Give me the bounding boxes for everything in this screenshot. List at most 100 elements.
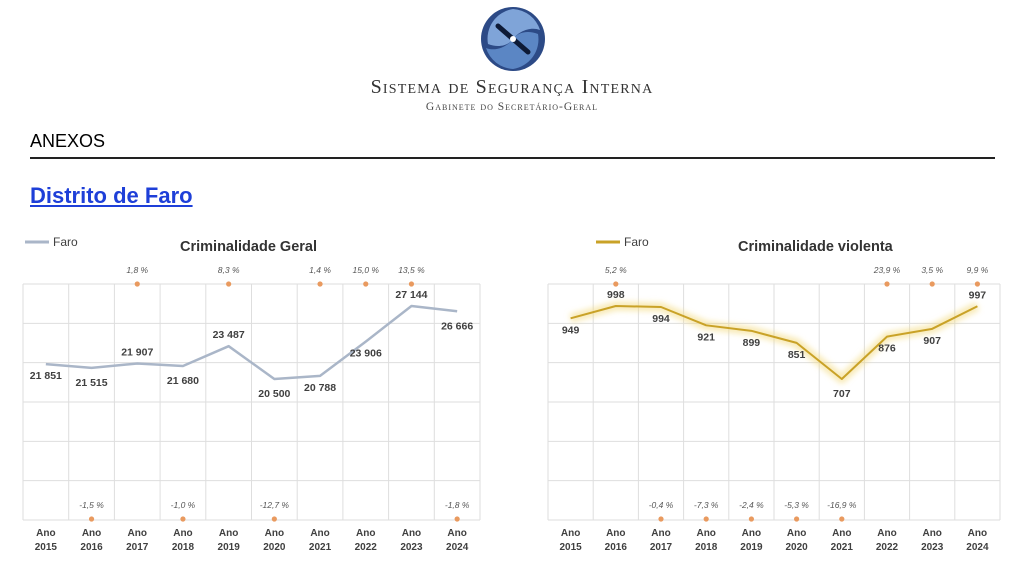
- data-label: 23 906: [350, 348, 382, 360]
- section-label: ANEXOS: [30, 131, 106, 151]
- variation-label: -0,4 %: [649, 500, 674, 510]
- x-tick-label-bottom: 2018: [695, 542, 718, 553]
- data-label: 998: [607, 289, 625, 301]
- variation-label: 8,3 %: [218, 265, 240, 275]
- data-label: 994: [652, 313, 670, 325]
- data-label: 997: [969, 289, 987, 301]
- x-tick-label-bottom: 2021: [831, 542, 854, 553]
- chart-criminalidade-violenta: Faro Criminalidade violenta 949 Ano 2015 998 5…: [547, 235, 1001, 553]
- data-label: 907: [923, 335, 941, 347]
- legend-label: Faro: [53, 235, 78, 249]
- x-tick-label-bottom: 2016: [80, 542, 103, 553]
- variation-label: -5,3 %: [784, 500, 809, 510]
- variation-label: -2,4 %: [739, 500, 764, 510]
- x-tick-label-bottom: 2020: [785, 542, 808, 553]
- variation-marker: [703, 516, 709, 522]
- variation-marker: [134, 281, 140, 287]
- data-label: 20 500: [258, 388, 290, 400]
- variation-label: 13,5 %: [398, 265, 425, 275]
- org-title: Sistema de Segurança Interna: [370, 76, 654, 98]
- x-tick-label-bottom: 2023: [400, 542, 423, 553]
- x-tick-label-bottom: 2018: [172, 542, 195, 553]
- x-tick-label-top: Ano: [356, 528, 375, 539]
- ssi-logo: [481, 7, 545, 71]
- data-label: 949: [562, 324, 580, 336]
- x-tick-label-bottom: 2024: [966, 542, 989, 553]
- data-label: 21 907: [121, 347, 153, 359]
- x-tick-label-top: Ano: [173, 528, 192, 539]
- x-tick-label-bottom: 2022: [876, 542, 899, 553]
- org-subtitle: Gabinete do Secretário-Geral: [425, 101, 599, 113]
- variation-label: 9,9 %: [967, 265, 989, 275]
- chart-criminalidade-geral: Faro Criminalidade Geral 21 851 Ano 2015 21 5…: [22, 235, 481, 553]
- data-label: 851: [788, 349, 806, 361]
- x-tick-label-top: Ano: [36, 528, 55, 539]
- variation-label: -1,0 %: [171, 500, 196, 510]
- legend-label: Faro: [624, 235, 649, 249]
- x-tick-label-top: Ano: [787, 528, 806, 539]
- x-tick-label-bottom: 2020: [263, 542, 286, 553]
- variation-marker: [658, 516, 664, 522]
- x-tick-label-bottom: 2015: [35, 542, 58, 553]
- variation-label: -16,9 %: [827, 500, 857, 510]
- variation-label: 23,9 %: [873, 265, 901, 275]
- variation-label: -7,3 %: [694, 500, 719, 510]
- data-label: 21 680: [167, 375, 199, 387]
- document-header: Sistema de Segurança Interna Gabinete do…: [0, 0, 1024, 125]
- data-label: 20 788: [304, 382, 336, 394]
- variation-label: -1,8 %: [445, 500, 470, 510]
- data-label: 921: [697, 331, 715, 343]
- variation-marker: [794, 516, 800, 522]
- variation-marker: [271, 516, 277, 522]
- x-tick-label-top: Ano: [877, 528, 896, 539]
- data-label: 899: [743, 337, 761, 349]
- x-tick-label-bottom: 2023: [921, 542, 944, 553]
- x-tick-label-top: Ano: [447, 528, 466, 539]
- x-tick-label-top: Ano: [402, 528, 421, 539]
- x-tick-label-bottom: 2017: [126, 542, 149, 553]
- variation-marker: [974, 281, 980, 287]
- x-tick-label-bottom: 2021: [309, 542, 332, 553]
- variation-marker: [88, 516, 95, 522]
- data-label: 26 666: [441, 320, 473, 332]
- x-tick-label-top: Ano: [696, 528, 715, 539]
- data-label: 21 515: [75, 377, 107, 389]
- variation-marker: [408, 281, 415, 287]
- variation-label: -1,5 %: [79, 500, 104, 510]
- variation-marker: [884, 281, 890, 287]
- variation-marker: [363, 281, 369, 287]
- variation-marker: [226, 281, 232, 287]
- variation-marker: [929, 281, 935, 287]
- variation-marker: [839, 516, 845, 522]
- x-tick-label-top: Ano: [310, 528, 329, 539]
- data-label: 707: [833, 388, 851, 400]
- chart-title: Criminalidade violenta: [738, 239, 894, 255]
- x-tick-label-top: Ano: [742, 528, 761, 539]
- data-label: 21 851: [30, 370, 62, 382]
- variation-marker: [317, 281, 323, 287]
- x-tick-label-top: Ano: [561, 528, 580, 539]
- x-tick-label-bottom: 2022: [355, 542, 378, 553]
- variation-label: 5,2 %: [605, 265, 627, 275]
- x-tick-label-bottom: 2015: [559, 542, 582, 553]
- x-tick-label-bottom: 2016: [605, 542, 628, 553]
- district-title-link[interactable]: Distrito de Faro: [30, 183, 193, 208]
- variation-label: 1,8 %: [126, 265, 148, 275]
- x-tick-label-top: Ano: [968, 528, 987, 539]
- data-label: 27 144: [395, 289, 427, 301]
- x-tick-label-top: Ano: [265, 528, 284, 539]
- x-tick-label-top: Ano: [606, 528, 625, 539]
- chart-title: Criminalidade Geral: [180, 239, 317, 255]
- x-tick-label-top: Ano: [219, 528, 238, 539]
- variation-marker: [454, 516, 460, 522]
- data-label: 876: [878, 343, 896, 355]
- series-line-faro: [570, 305, 978, 380]
- section-divider: [30, 157, 995, 159]
- variation-label: 3,5 %: [921, 265, 943, 275]
- variation-label: 15,0 %: [353, 265, 380, 275]
- variation-label: 1,4 %: [309, 265, 331, 275]
- x-tick-label-bottom: 2019: [218, 542, 241, 553]
- variation-marker: [748, 516, 754, 522]
- x-tick-label-top: Ano: [651, 528, 670, 539]
- x-tick-label-top: Ano: [82, 528, 101, 539]
